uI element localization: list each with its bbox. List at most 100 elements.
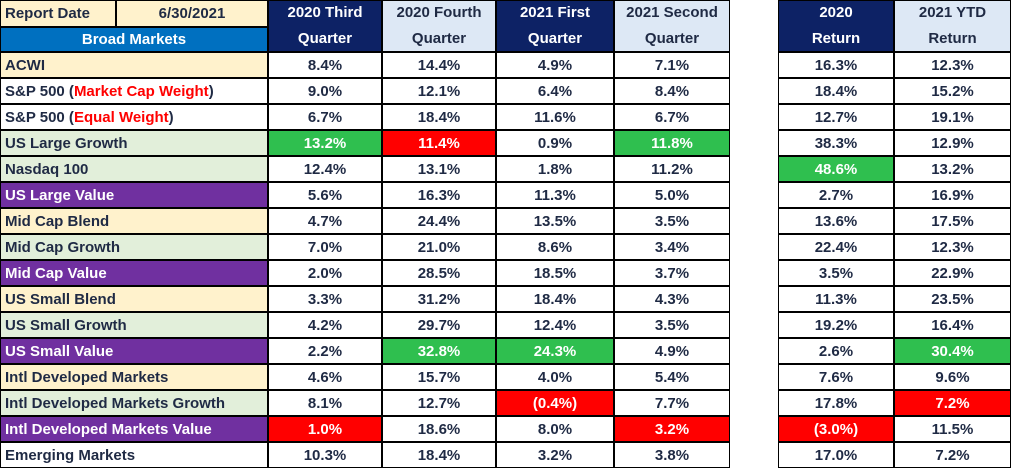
row-label: Mid Cap Growth (0, 234, 268, 260)
column-header-line: 2020 (819, 4, 853, 21)
table-cell: 13.6% (778, 208, 894, 234)
row-label-text: Intl Developed Markets (5, 368, 169, 386)
table-cell: 7.0% (268, 234, 382, 260)
report-date-label: Report Date (0, 0, 116, 27)
table-cell: 14.4% (382, 52, 496, 78)
table-cell: 2.2% (268, 338, 382, 364)
table-cell: 2.7% (778, 182, 894, 208)
row-label-highlight: Market Cap Weight (73, 82, 209, 100)
table-cell: 16.3% (382, 182, 496, 208)
table-cell: 12.1% (382, 78, 496, 104)
section-label: Broad Markets (0, 27, 268, 52)
table-cell: 15.2% (894, 78, 1011, 104)
report-date-value: 6/30/2021 (116, 0, 268, 27)
row-label: US Large Growth (0, 130, 268, 156)
table-cell: 8.6% (496, 234, 614, 260)
table-cell: 1.0% (268, 416, 382, 442)
row-label: Intl Developed Markets Value (0, 416, 268, 442)
table-cell: 28.5% (382, 260, 496, 286)
table-cell: 3.3% (268, 286, 382, 312)
column-header: 2021 First Quarter (496, 0, 614, 52)
column-header-line: 2021 First (519, 4, 591, 21)
table-cell: 17.0% (778, 442, 894, 468)
table-cell: 18.4% (496, 286, 614, 312)
table-cell: 30.4% (894, 338, 1011, 364)
table-cell: 22.9% (894, 260, 1011, 286)
row-label-text: ACWI (5, 56, 45, 74)
row-label: Emerging Markets (0, 442, 268, 468)
table-cell: 13.1% (382, 156, 496, 182)
table-cell: 2.0% (268, 260, 382, 286)
table-cell: 5.4% (614, 364, 730, 390)
table-cell: 3.4% (614, 234, 730, 260)
table-cell: 19.2% (778, 312, 894, 338)
row-label-text: S&P 500 ( (5, 108, 74, 126)
table-cell: 12.3% (894, 52, 1011, 78)
table-cell: 11.3% (778, 286, 894, 312)
column-header: 2020 Third Quarter (268, 0, 382, 52)
table-cell: 13.5% (496, 208, 614, 234)
table-cell: 21.0% (382, 234, 496, 260)
table-cell: 17.5% (894, 208, 1011, 234)
table-cell: 19.1% (894, 104, 1011, 130)
row-label-text: ) (168, 108, 174, 126)
column-header-line: Return (811, 30, 861, 47)
table-cell: 7.2% (894, 442, 1011, 468)
row-label: S&P 500 (Market Cap Weight) (0, 78, 268, 104)
table-cell: 4.6% (268, 364, 382, 390)
table-cell: 10.3% (268, 442, 382, 468)
table-cell: 6.4% (496, 78, 614, 104)
row-label: S&P 500 (Equal Weight) (0, 104, 268, 130)
table-cell: 0.9% (496, 130, 614, 156)
table-cell: 13.2% (268, 130, 382, 156)
table-cell: 4.3% (614, 286, 730, 312)
row-label: Mid Cap Blend (0, 208, 268, 234)
row-label: Intl Developed Markets (0, 364, 268, 390)
column-header: 2021 YTD Return (894, 0, 1011, 52)
row-label-text: ) (208, 82, 214, 100)
table-cell: 6.7% (614, 104, 730, 130)
table-cell: 24.3% (496, 338, 614, 364)
table-cell: 48.6% (778, 156, 894, 182)
table-cell: 8.1% (268, 390, 382, 416)
row-label-text: Emerging Markets (5, 446, 136, 464)
row-label-text: Intl Developed Markets Value (5, 420, 212, 438)
row-label-text: US Small Growth (5, 316, 127, 334)
table-cell: 7.1% (614, 52, 730, 78)
table-cell: 12.4% (268, 156, 382, 182)
table-cell: 22.4% (778, 234, 894, 260)
table-cell: 16.4% (894, 312, 1011, 338)
table-cell: 13.2% (894, 156, 1011, 182)
column-header-line: 2020 Third (287, 4, 363, 21)
column-header: 2021 Second Quarter (614, 0, 730, 52)
table-cell: 29.7% (382, 312, 496, 338)
table-cell: 12.4% (496, 312, 614, 338)
table-cell: 12.9% (894, 130, 1011, 156)
column-header-line: 2020 Fourth (396, 4, 482, 21)
table-cell: 4.9% (614, 338, 730, 364)
table-cell: 11.5% (894, 416, 1011, 442)
row-label-text: S&P 500 ( (5, 82, 74, 100)
table-cell: 16.3% (778, 52, 894, 78)
row-label-text: Mid Cap Blend (5, 212, 110, 230)
table-cell: 12.3% (894, 234, 1011, 260)
row-label: US Small Blend (0, 286, 268, 312)
table-cell: 9.0% (268, 78, 382, 104)
column-header-line: Return (928, 30, 977, 47)
table-cell: 6.7% (268, 104, 382, 130)
table-cell: 5.6% (268, 182, 382, 208)
row-label-text: US Small Blend (5, 290, 116, 308)
table-cell: 18.4% (382, 442, 496, 468)
row-label-text: US Small Value (5, 342, 114, 360)
table-cell: 3.5% (614, 312, 730, 338)
row-label: ACWI (0, 52, 268, 78)
table-cell: 18.6% (382, 416, 496, 442)
table-cell: 31.2% (382, 286, 496, 312)
table-cell: 11.3% (496, 182, 614, 208)
table-cell: 2.6% (778, 338, 894, 364)
table-cell: 7.2% (894, 390, 1011, 416)
column-header-line: 2021 YTD (918, 4, 987, 21)
row-label: Nasdaq 100 (0, 156, 268, 182)
column-header-line: Quarter (297, 30, 353, 47)
row-label: US Small Value (0, 338, 268, 364)
